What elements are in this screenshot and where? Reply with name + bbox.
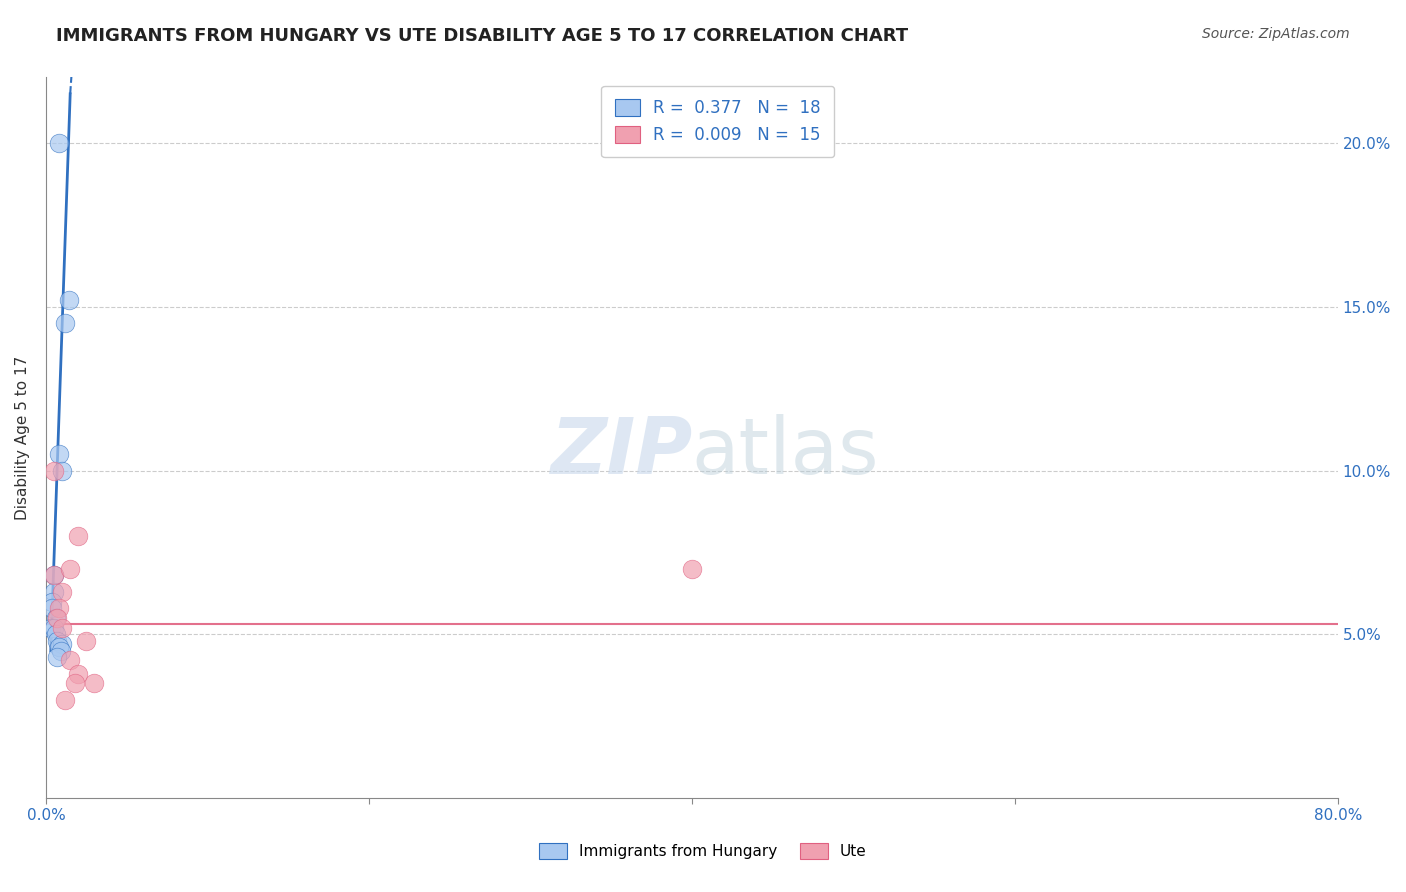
Point <box>41 594 63 608</box>
Y-axis label: Disability Age 5 to 17: Disability Age 5 to 17 <box>15 356 30 520</box>
Point <box>49 643 72 657</box>
Text: ZIP: ZIP <box>550 414 692 491</box>
Text: Source: ZipAtlas.com: Source: ZipAtlas.com <box>1202 27 1350 41</box>
Point <box>53 693 76 707</box>
Legend: R =  0.377   N =  18, R =  0.009   N =  15: R = 0.377 N = 18, R = 0.009 N = 15 <box>602 86 834 157</box>
Point <box>46 650 69 665</box>
Point <box>48 447 70 461</box>
Text: IMMIGRANTS FROM HUNGARY VS UTE DISABILITY AGE 5 TO 17 CORRELATION CHART: IMMIGRANTS FROM HUNGARY VS UTE DISABILIT… <box>56 27 908 45</box>
Point <box>48 136 70 150</box>
Point <box>681 562 703 576</box>
Point <box>75 633 97 648</box>
Point <box>53 316 76 330</box>
Point <box>48 640 70 655</box>
Point <box>45 627 67 641</box>
Point <box>46 633 69 648</box>
Point <box>42 463 65 477</box>
Point <box>48 601 70 615</box>
Point <box>51 463 73 477</box>
Point <box>67 666 90 681</box>
Point <box>42 568 65 582</box>
Point <box>46 611 69 625</box>
Point <box>45 611 67 625</box>
Point <box>83 676 105 690</box>
Point <box>59 653 82 667</box>
Point <box>63 676 86 690</box>
Legend: Immigrants from Hungary, Ute: Immigrants from Hungary, Ute <box>531 835 875 866</box>
Text: atlas: atlas <box>692 414 879 491</box>
Point <box>42 621 65 635</box>
Point <box>41 601 63 615</box>
Point <box>51 621 73 635</box>
Point <box>67 529 90 543</box>
Point <box>51 637 73 651</box>
Point <box>51 584 73 599</box>
Point <box>58 293 80 308</box>
Point <box>42 584 65 599</box>
Point <box>39 621 62 635</box>
Point <box>42 568 65 582</box>
Point <box>59 562 82 576</box>
